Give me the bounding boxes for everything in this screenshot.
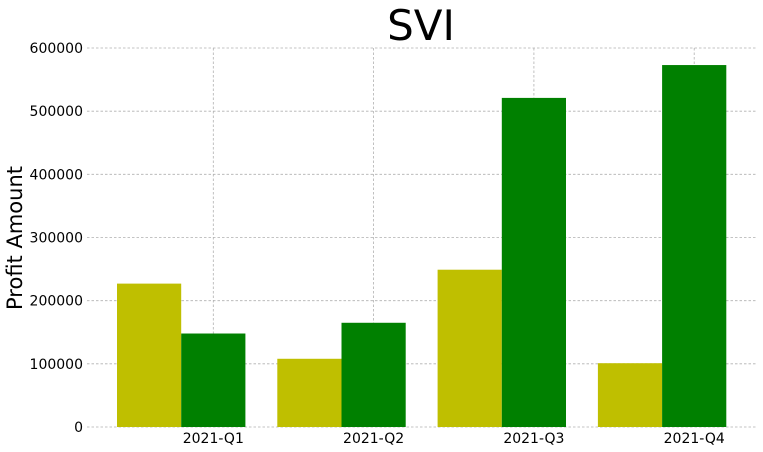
y-tick-label: 600000 (30, 41, 83, 57)
bar-series2-2021-q2 (341, 322, 406, 427)
x-tick-label: 2021-Q4 (664, 431, 725, 447)
bars (117, 65, 727, 428)
y-tick-label: 500000 (30, 104, 83, 120)
y-tick-label: 0 (74, 420, 83, 436)
bar-series1-2021-q4 (597, 363, 663, 427)
y-tick-label: 200000 (30, 294, 83, 310)
bar-series1-2021-q1 (117, 283, 182, 427)
y-tick-label: 100000 (30, 357, 83, 373)
x-tick-label: 2021-Q2 (343, 431, 404, 447)
x-tick-label: 2021-Q1 (183, 431, 244, 447)
y-tick-label: 300000 (30, 231, 83, 247)
bar-series2-2021-q3 (501, 97, 566, 427)
bar-series1-2021-q3 (437, 269, 502, 427)
x-tick-label: 2021-Q3 (503, 431, 564, 447)
bar-series1-2021-q2 (277, 358, 342, 427)
x-axis-ticks: 2021-Q1 2021-Q2 2021-Q3 2021-Q4 (183, 431, 725, 447)
y-axis-label: Profit Amount (3, 166, 27, 310)
bar-series2-2021-q1 (181, 333, 246, 427)
y-axis-ticks: 0 100000 200000 300000 400000 500000 600000 (30, 41, 83, 436)
y-tick-label: 400000 (30, 167, 83, 183)
bar-series2-2021-q4 (662, 65, 727, 428)
chart-title: SVI (387, 1, 455, 50)
